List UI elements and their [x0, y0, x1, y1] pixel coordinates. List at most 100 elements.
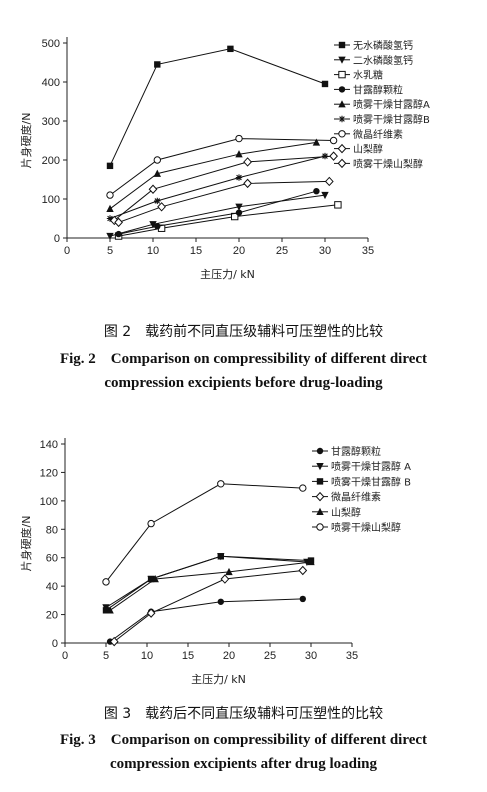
- fig3-series-5: [106, 557, 315, 614]
- fig2-data-point: [243, 178, 252, 189]
- fig3-data-point: [102, 578, 110, 586]
- fig2-series-line: [109, 155, 326, 219]
- fig2-y-tick-label: 400: [42, 77, 60, 89]
- fig2-legend-label: 无水磷酸氢钙: [353, 39, 413, 52]
- fig2-legend-label: 甘露醇颗粒: [353, 83, 403, 96]
- fig2-legend-marker: [338, 70, 346, 79]
- fig2-legend-label: 水乳糖: [353, 69, 383, 82]
- fig2-x-tick-label: 0: [64, 245, 70, 257]
- figure-3-caption-en-line2: compression excipients after drug loadin…: [110, 756, 377, 772]
- fig2-series-line: [109, 48, 326, 167]
- fig3-legend-marker: [316, 447, 324, 455]
- fig3-y-axis-label: 片身硬度/N: [19, 516, 33, 572]
- fig3-data-point: [146, 608, 156, 618]
- fig2-series-5: [106, 138, 321, 212]
- fig3-x-tick-label: 10: [141, 650, 153, 662]
- fig2-data-point: [114, 217, 123, 228]
- fig3-data-point: [109, 636, 119, 647]
- fig3-series-line: [109, 598, 303, 643]
- fig3-series-line: [113, 570, 303, 642]
- fig2-y-tick-label: 100: [42, 194, 60, 206]
- fig3-data-point: [299, 595, 306, 603]
- figure-3-caption-cn: 图 3 载药后不同直压级辅料可压塑性的比较: [103, 706, 384, 722]
- fig3-x-tick-label: 0: [62, 650, 68, 662]
- fig2-data-point: [329, 151, 338, 161]
- fig2-data-point: [153, 169, 161, 177]
- fig3-y-tick-label: 100: [40, 496, 58, 508]
- fig2-x-tick-label: 10: [147, 245, 159, 257]
- fig2-y-tick-label: 200: [42, 155, 60, 167]
- fig2-data-point: [157, 202, 166, 212]
- fig3-legend-marker: [316, 523, 324, 531]
- fig2-data-point: [235, 174, 243, 181]
- fig2-data-point: [106, 232, 114, 241]
- fig2-data-point: [324, 176, 334, 187]
- fig2-data-point: [321, 191, 329, 200]
- fig2-y-tick-label: 500: [42, 38, 60, 50]
- fig3-x-tick-label: 15: [182, 650, 194, 662]
- fig2-data-point: [235, 203, 243, 211]
- fig2-legend-label: 喷雾干燥甘露醇B: [353, 113, 430, 126]
- fig3-y-tick-label: 80: [46, 524, 58, 536]
- figure-3-caption-en-line1: Fig. 3 Comparison on compressibility of …: [59, 732, 428, 748]
- fig3-legend-label: 喷雾干燥甘露醇 B: [331, 475, 411, 488]
- fig3-x-tick-label: 20: [223, 650, 235, 662]
- fig3-y-tick-label: 20: [46, 610, 58, 622]
- fig2-legend-label: 喷雾干燥山梨醇: [353, 157, 423, 170]
- fig3-data-point: [298, 565, 308, 576]
- fig2-series-8: [109, 151, 338, 226]
- fig3-legend-label: 喷雾干燥甘露醇 A: [331, 460, 411, 473]
- fig2-data-point: [106, 204, 114, 212]
- fig2-x-axis-label: 主压力/ kN: [200, 268, 255, 281]
- fig2-data-point: [235, 209, 243, 216]
- fig3-legend-label: 山梨醇: [331, 506, 361, 519]
- fig2-y-tick-label: 300: [42, 116, 60, 128]
- fig2-data-point: [154, 61, 161, 68]
- fig3-legend-label: 微晶纤维素: [331, 491, 381, 504]
- fig2-series-line: [118, 204, 338, 237]
- fig2-data-point: [312, 138, 321, 146]
- fig2-data-point: [149, 221, 157, 229]
- figure-2-caption-en-line2: compression excipients before drug-loadi…: [104, 375, 383, 391]
- fig2-data-point: [243, 157, 252, 167]
- fig3-y-tick-label: 60: [46, 553, 58, 565]
- fig3-data-point: [299, 484, 307, 492]
- fig2-legend-marker: [338, 41, 346, 49]
- fig2-series-7: [106, 134, 338, 199]
- fig3-y-tick-label: 120: [40, 467, 58, 479]
- fig2-x-tick-label: 30: [319, 245, 331, 257]
- fig3-series-1: [106, 595, 306, 645]
- fig2-legend-marker: [338, 56, 346, 64]
- fig3-data-point: [147, 519, 155, 528]
- fig2-legend-marker: [337, 158, 347, 169]
- fig3-data-point: [147, 575, 155, 583]
- fig3-series-2: [102, 553, 311, 612]
- fig2-legend-label: 微晶纤维素: [353, 128, 403, 141]
- fig2-y-axis-label: 片身硬度/N: [19, 113, 33, 169]
- fig3-y-tick-label: 0: [52, 638, 58, 650]
- fig2-data-point: [227, 45, 234, 53]
- fig2-data-point: [154, 223, 161, 230]
- fig2-data-point: [153, 156, 162, 164]
- fig3-data-point: [217, 480, 225, 488]
- fig2-data-point: [313, 188, 320, 195]
- fig3-data-point: [217, 598, 224, 605]
- fig2-legend-label: 二水磷酸氢钙: [353, 54, 413, 67]
- fig2-series-1: [106, 45, 329, 170]
- fig2-x-tick-label: 35: [362, 245, 374, 257]
- fig3-data-point: [102, 607, 110, 614]
- fig3-series-4: [109, 565, 308, 647]
- fig3-legend-label: 喷雾干燥山梨醇: [331, 521, 401, 534]
- fig3-data-point: [225, 567, 233, 576]
- fig2-data-point: [235, 134, 243, 143]
- fig2-legend-marker: [337, 143, 347, 154]
- fig3-x-tick-label: 35: [346, 650, 358, 662]
- fig2-series-6: [106, 152, 329, 222]
- fig2-legend-marker: [338, 115, 346, 123]
- fig3-y-tick-label: 40: [46, 581, 58, 593]
- figure-2-caption-cn: 图 2 载药前不同直压级辅料可压塑性的比较: [103, 324, 384, 340]
- fig2-series-line: [113, 155, 334, 221]
- fig2-data-point: [115, 230, 122, 238]
- fig3-data-point: [217, 553, 224, 560]
